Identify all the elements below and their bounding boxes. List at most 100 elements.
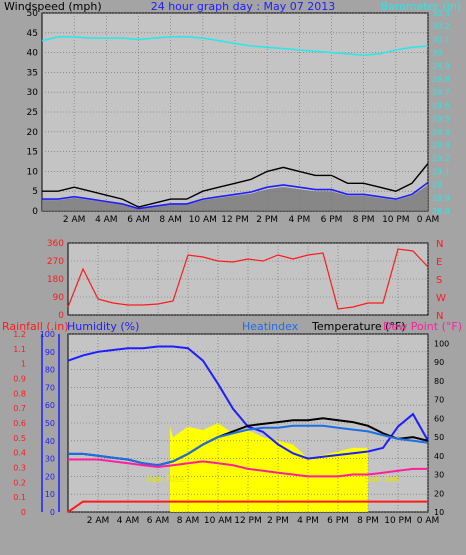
rain-y-tick-label: 1.2: [13, 330, 26, 339]
wind-y-tick-label: 30: [27, 88, 39, 98]
humidity-y-tick-label: 10: [45, 490, 55, 499]
sunrise-label: Sun Rise: [146, 475, 185, 485]
barometer-y-tick-label: 29.3: [432, 141, 450, 150]
compass-label: N: [436, 311, 443, 322]
wind-series: [41, 36, 429, 211]
dewpoint-axis-title: Dew Point (°F): [383, 320, 462, 333]
temperature-x-tick-label: 2 AM: [87, 516, 110, 526]
wind-y-tick-label: 25: [27, 108, 38, 118]
rain-y-tick-label: 1: [21, 360, 26, 369]
temperature-x-tick-label: 6 AM: [147, 516, 170, 526]
temperature-y-tick-label: 50: [434, 433, 444, 442]
barometer-y-ticks: 28.8 28.9 29 29.1 29.2 29.3 29.4 29.5 29.6 29.7 29…: [432, 9, 450, 216]
direction-y-tick-label: 270: [47, 257, 64, 267]
wind-x-tick-label: 8 AM: [159, 215, 182, 225]
wind-y-ticks: 0 5 10 15 20 25 30 35 40 45 50: [27, 9, 39, 217]
direction-y-tick-label: 90: [53, 293, 65, 303]
temperature-x-tick-label: 0 AM: [417, 516, 440, 526]
humidity-y-tick-label: 30: [45, 455, 55, 464]
temperature-y-tick-label: 90: [434, 358, 444, 367]
rain-y-tick-label: 0.3: [13, 464, 26, 473]
temperature-y-tick-label: 70: [434, 396, 444, 405]
rain-y-tick-label: 1.1: [13, 345, 26, 354]
barometer-y-tick-label: 29.5: [432, 115, 450, 124]
wind-average-line: [42, 181, 429, 210]
barometer-y-tick-label: 29.2: [432, 154, 450, 163]
wind-y-tick-label: 15: [27, 148, 38, 158]
temperature-y-tick-label: 100: [434, 339, 449, 348]
rain-y-tick-label: 0: [21, 508, 26, 517]
temperature-y-ticks: 10 20 30 40 50 60 70 80 90 100: [434, 339, 449, 517]
wind-y-tick-label: 45: [27, 29, 38, 39]
rainfall-axis-title: Rainfall (.in): [2, 320, 69, 333]
wind-x-tick-label: 4 PM: [288, 215, 310, 225]
wind-x-tick-label: 12 PM: [221, 215, 249, 225]
temperature-x-tick-label: 8 AM: [177, 516, 200, 526]
humidity-y-tick-label: 60: [45, 401, 55, 410]
temperature-x-ticks: 2 AM 4 AM 6 AM 8 AM 10 AM 12 PM 2 PM 4 PM 6 PM 8 …: [87, 516, 440, 526]
temperature-x-tick-label: 12 PM: [234, 516, 262, 526]
temperature-x-tick-label: 8 PM: [357, 516, 379, 526]
wind-y-tick-label: 20: [27, 128, 39, 138]
compass-label: S: [436, 275, 442, 286]
temperature-x-tick-label: 10 PM: [384, 516, 412, 526]
temperature-grid: [41, 333, 429, 513]
direction-y-ticks: 0 90 180 270 360: [47, 239, 64, 321]
humidity-y-tick-label: 100: [40, 330, 55, 339]
wind-x-tick-label: 8 PM: [353, 215, 375, 225]
humidity-y-tick-label: 40: [45, 437, 55, 446]
rain-y-ticks: 0 0.1 0.2 0.3 0.4 0.5 0.6 0.7 0.8 0.9 1 1.1 1.2: [13, 330, 26, 517]
direction-y-tick-label: 0: [58, 311, 64, 321]
humidity-y-tick-label: 70: [45, 383, 55, 392]
temperature-series: [67, 345, 429, 513]
wind-y-tick-label: 35: [27, 68, 38, 78]
humidity-y-tick-label: 80: [45, 366, 55, 375]
temperature-x-tick-label: 6 PM: [327, 516, 349, 526]
rain-y-tick-label: 0.8: [13, 389, 26, 398]
sunset-label: Sun Set: [364, 475, 399, 485]
windspeed-line: [42, 163, 429, 208]
direction-y-tick-label: 360: [47, 239, 64, 249]
temperature-y-tick-label: 30: [434, 471, 444, 480]
dew-point-line: [68, 458, 428, 478]
direction-grid: [68, 242, 429, 316]
humidity-y-tick-label: 20: [45, 472, 55, 481]
rain-y-tick-label: 0.1: [13, 493, 26, 502]
rain-y-tick-label: 0.4: [13, 449, 26, 458]
barometer-y-tick-label: 28.9: [432, 194, 450, 203]
temperature-y-tick-label: 40: [434, 452, 444, 461]
humidity-y-tick-label: 0: [50, 508, 55, 517]
barometer-y-tick-label: 30.1: [432, 35, 450, 44]
temperature-x-tick-label: 10 AM: [204, 516, 232, 526]
temperature-x-tick-label: 4 AM: [117, 516, 140, 526]
rainfall-line: [67, 500, 428, 513]
humidity-axis-title: Humidity (%): [67, 320, 139, 333]
wind-x-tick-label: 10 AM: [189, 215, 217, 225]
barometer-y-tick-label: 29.4: [432, 128, 450, 137]
sunshine-area: [170, 423, 368, 512]
wind-y-tick-label: 40: [27, 49, 39, 59]
rain-y-tick-label: 0.5: [13, 434, 26, 443]
barometer-y-tick-label: 30.3: [432, 9, 450, 18]
rain-y-tick-label: 0.9: [13, 375, 26, 384]
windspeed-axis-title: Windspeed (mph): [4, 0, 102, 13]
wind-x-tick-label: 6 PM: [321, 215, 343, 225]
temperature-y-tick-label: 10: [434, 508, 444, 517]
barometer-y-tick-label: 29: [432, 181, 442, 190]
wind-x-tick-label: 0 AM: [417, 215, 440, 225]
wind-x-tick-label: 2 AM: [63, 215, 86, 225]
temperature-y-tick-label: 80: [434, 377, 444, 386]
humidity-y-tick-label: 50: [45, 419, 55, 428]
heatindex-axis-title: Heatindex: [242, 320, 299, 333]
barometer-y-tick-label: 28.8: [432, 207, 450, 216]
heatindex-line: [68, 424, 429, 467]
barometer-y-tick-label: 30: [432, 49, 442, 58]
rain-y-tick-label: 0.6: [13, 419, 26, 428]
barometer-line: [41, 36, 429, 57]
barometer-y-tick-label: 29.1: [432, 167, 450, 176]
temperature-x-tick-label: 4 PM: [297, 516, 319, 526]
compass-label: W: [436, 293, 446, 304]
